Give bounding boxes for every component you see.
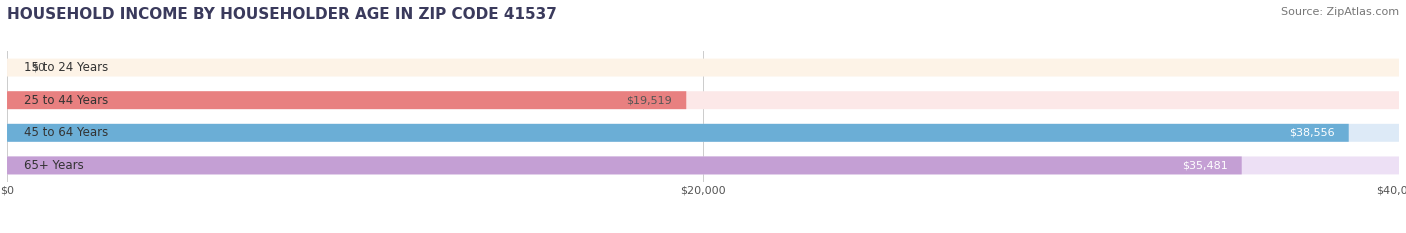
Text: Source: ZipAtlas.com: Source: ZipAtlas.com — [1281, 7, 1399, 17]
FancyBboxPatch shape — [7, 58, 1399, 76]
Text: $0: $0 — [31, 63, 45, 72]
Text: HOUSEHOLD INCOME BY HOUSEHOLDER AGE IN ZIP CODE 41537: HOUSEHOLD INCOME BY HOUSEHOLDER AGE IN Z… — [7, 7, 557, 22]
FancyBboxPatch shape — [7, 157, 1399, 174]
Text: $19,519: $19,519 — [627, 95, 672, 105]
Text: 25 to 44 Years: 25 to 44 Years — [24, 94, 108, 107]
Text: $38,556: $38,556 — [1289, 128, 1334, 138]
Text: 65+ Years: 65+ Years — [24, 159, 84, 172]
FancyBboxPatch shape — [7, 124, 1348, 142]
Text: 15 to 24 Years: 15 to 24 Years — [24, 61, 108, 74]
FancyBboxPatch shape — [7, 91, 686, 109]
Text: 45 to 64 Years: 45 to 64 Years — [24, 126, 108, 139]
FancyBboxPatch shape — [7, 157, 1241, 174]
Text: $35,481: $35,481 — [1182, 161, 1227, 170]
FancyBboxPatch shape — [7, 124, 1399, 142]
FancyBboxPatch shape — [7, 91, 1399, 109]
